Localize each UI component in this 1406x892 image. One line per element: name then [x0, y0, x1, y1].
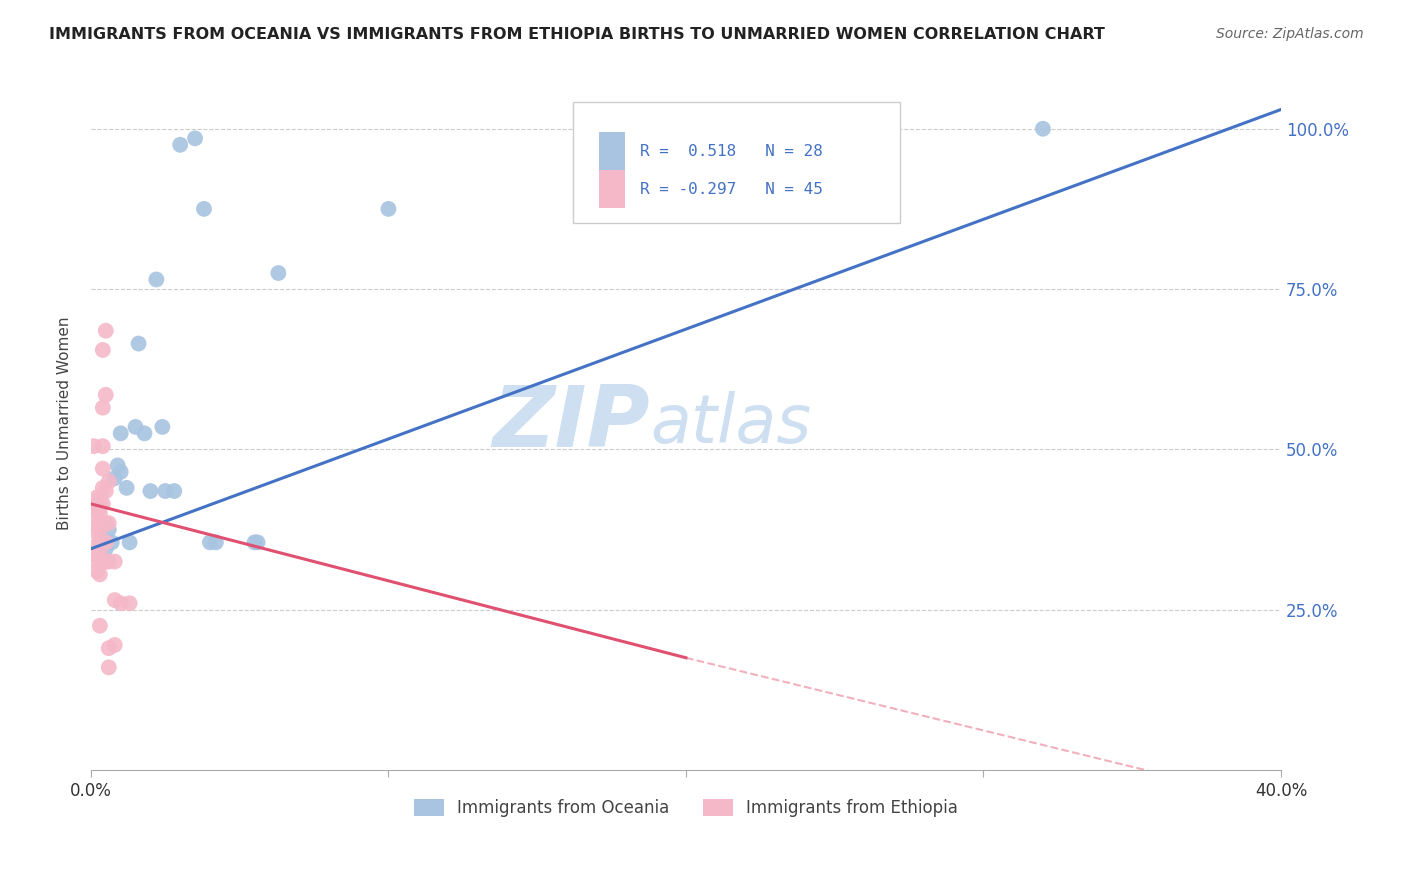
Point	[104, 638, 127, 652]
Point	[86, 497, 108, 511]
Point	[86, 491, 108, 505]
Point	[97, 660, 120, 674]
Point	[86, 503, 108, 517]
Point	[91, 401, 114, 415]
Point	[89, 545, 111, 559]
Text: ZIP: ZIP	[492, 382, 650, 466]
Point	[243, 535, 266, 549]
Point	[118, 596, 141, 610]
Point	[91, 481, 114, 495]
Point	[97, 475, 120, 489]
Point	[134, 426, 156, 441]
Point	[83, 439, 105, 453]
Point	[118, 535, 141, 549]
Point	[184, 131, 207, 145]
Point	[246, 535, 269, 549]
Point	[86, 548, 108, 562]
Point	[139, 484, 162, 499]
Point	[128, 336, 150, 351]
Point	[89, 497, 111, 511]
Point	[97, 641, 120, 656]
Point	[94, 516, 117, 530]
Point	[89, 535, 111, 549]
Point	[86, 564, 108, 578]
Text: R = -0.297   N = 45: R = -0.297 N = 45	[640, 182, 823, 196]
Point	[91, 343, 114, 357]
Point	[89, 567, 111, 582]
Point	[89, 500, 111, 514]
Point	[377, 202, 399, 216]
Point	[94, 555, 117, 569]
Point	[86, 509, 108, 524]
Text: R =  0.518   N = 28: R = 0.518 N = 28	[640, 144, 823, 159]
Point	[110, 465, 132, 479]
Point	[115, 481, 138, 495]
Point	[1032, 121, 1054, 136]
Point	[100, 535, 122, 549]
Point	[193, 202, 215, 216]
Point	[91, 497, 114, 511]
Text: atlas: atlas	[650, 391, 811, 457]
Text: IMMIGRANTS FROM OCEANIA VS IMMIGRANTS FROM ETHIOPIA BIRTHS TO UNMARRIED WOMEN CO: IMMIGRANTS FROM OCEANIA VS IMMIGRANTS FR…	[49, 27, 1105, 42]
Point	[86, 525, 108, 540]
Point	[205, 535, 228, 549]
Point	[150, 420, 173, 434]
Point	[89, 618, 111, 632]
Point	[97, 555, 120, 569]
Point	[97, 523, 120, 537]
Point	[169, 137, 191, 152]
Point	[97, 516, 120, 530]
Point	[267, 266, 290, 280]
Point	[94, 324, 117, 338]
Point	[91, 535, 114, 549]
Point	[94, 541, 117, 556]
Point	[89, 523, 111, 537]
Legend: Immigrants from Oceania, Immigrants from Ethiopia: Immigrants from Oceania, Immigrants from…	[408, 792, 965, 824]
Point	[104, 471, 127, 485]
Point	[91, 461, 114, 475]
Point	[110, 426, 132, 441]
Point	[94, 484, 117, 499]
FancyBboxPatch shape	[599, 133, 626, 170]
FancyBboxPatch shape	[572, 102, 900, 223]
Point	[145, 272, 167, 286]
Point	[104, 555, 127, 569]
Point	[86, 555, 108, 569]
Point	[86, 539, 108, 553]
Y-axis label: Births to Unmarried Women: Births to Unmarried Women	[58, 317, 72, 531]
Point	[94, 535, 117, 549]
Point	[163, 484, 186, 499]
Point	[89, 491, 111, 505]
Point	[155, 484, 177, 499]
Point	[89, 516, 111, 530]
Point	[91, 516, 114, 530]
Point	[104, 593, 127, 607]
Point	[89, 507, 111, 521]
Point	[198, 535, 221, 549]
Point	[94, 388, 117, 402]
Point	[91, 439, 114, 453]
Point	[110, 596, 132, 610]
Point	[86, 519, 108, 533]
FancyBboxPatch shape	[599, 170, 626, 208]
Point	[124, 420, 146, 434]
Point	[94, 535, 117, 549]
Point	[107, 458, 129, 473]
Text: Source: ZipAtlas.com: Source: ZipAtlas.com	[1216, 27, 1364, 41]
